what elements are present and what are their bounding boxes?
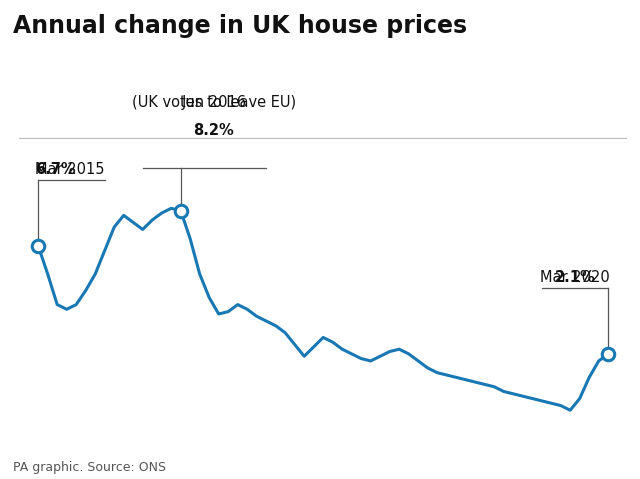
Text: (UK votes to leave EU): (UK votes to leave EU) (132, 77, 296, 110)
Text: Mar 2020: Mar 2020 (540, 270, 610, 285)
Text: 8.2%: 8.2% (193, 123, 234, 138)
Text: Annual change in UK house prices: Annual change in UK house prices (13, 14, 467, 38)
Text: Mar 2015: Mar 2015 (35, 161, 105, 177)
Text: 2.1%: 2.1% (555, 252, 595, 285)
Text: Jun 2016: Jun 2016 (182, 95, 246, 110)
Text: PA graphic. Source: ONS: PA graphic. Source: ONS (13, 461, 166, 474)
Text: 6.7%: 6.7% (35, 144, 76, 177)
